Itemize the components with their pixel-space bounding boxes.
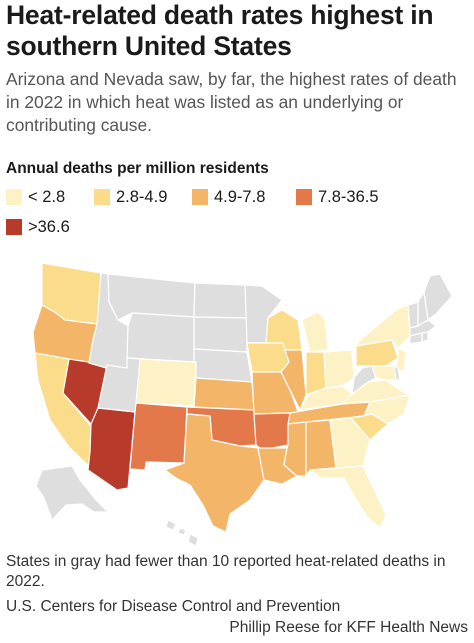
state-maine [423, 273, 453, 321]
legend-swatch-bin-1 [6, 189, 22, 205]
state-wyoming [126, 312, 195, 363]
legend-swatch-bin-2 [94, 189, 110, 205]
state-arizona [87, 407, 136, 491]
state-new-jersey [395, 347, 407, 373]
legend-item-bin-1: < 2.8 [6, 186, 65, 208]
state-north-dakota [193, 282, 248, 319]
chart-subtitle: Arizona and Nevada saw, by far, the high… [6, 69, 457, 135]
legend-item-bin-5: >36.6 [6, 216, 70, 238]
legend-item-bin-4: 7.8-36.5 [296, 186, 379, 208]
state-new-mexico [129, 402, 188, 471]
us-states-map [32, 262, 453, 547]
legend-item-bin-3: 4.9-7.8 [192, 186, 265, 208]
state-south-dakota [193, 316, 248, 353]
legend-label-bin-2: 2.8-4.9 [116, 187, 168, 206]
legend-label-bin-4: 7.8-36.5 [318, 187, 379, 206]
state-kansas [193, 377, 255, 411]
state-maryland [371, 365, 397, 381]
state-michigan [301, 311, 329, 353]
state-alaska [35, 465, 109, 521]
state-vermont [407, 301, 419, 329]
state-ohio [323, 349, 355, 389]
state-colorado [135, 358, 197, 407]
state-arkansas [253, 412, 291, 451]
legend-item-bin-2: 2.8-4.9 [94, 186, 167, 208]
legend-label-bin-5: >36.6 [28, 217, 70, 236]
legend-swatch-bin-4 [296, 189, 312, 205]
state-texas [164, 413, 265, 533]
state-illinois [280, 349, 307, 411]
state-kentucky [297, 385, 353, 413]
legend-title: Annual deaths per million residents [6, 160, 269, 177]
state-new-york [355, 304, 411, 349]
state-delaware [393, 365, 401, 381]
legend-label-bin-3: 4.9-7.8 [214, 187, 266, 206]
state-georgia [329, 417, 371, 469]
state-rhode-island [421, 331, 429, 343]
legend-label-bin-1: < 2.8 [28, 187, 66, 206]
state-hawaii [165, 519, 199, 547]
credit-line: Phillip Reese for KFF Health News [229, 619, 468, 636]
footnote: States in gray had fewer than 10 reporte… [6, 553, 446, 590]
state-montana [107, 273, 196, 321]
state-iowa [246, 342, 290, 373]
state-florida [309, 465, 387, 529]
legend-swatch-bin-5 [6, 219, 22, 235]
chart-title: Heat-related death rates highest in sout… [6, 0, 434, 61]
source-line: U.S. Centers for Disease Control and Pre… [6, 598, 341, 615]
legend-swatch-bin-3 [192, 189, 208, 205]
state-nebraska [193, 348, 253, 383]
